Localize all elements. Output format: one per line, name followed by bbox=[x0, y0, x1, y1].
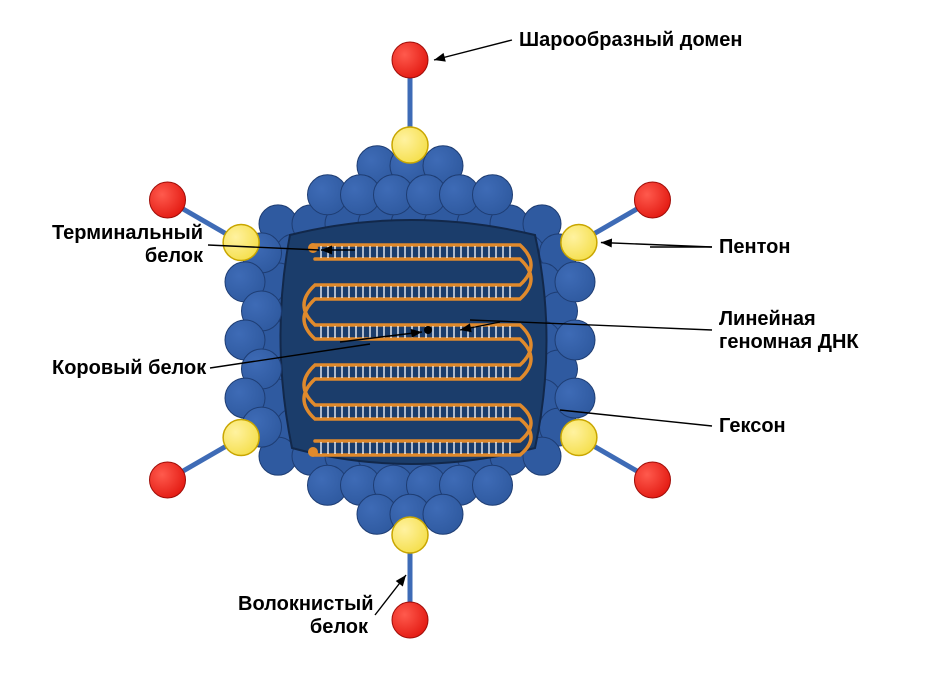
pointer-line bbox=[434, 40, 512, 60]
hexon bbox=[555, 262, 595, 302]
arrowhead-icon bbox=[396, 575, 406, 586]
core-protein-marker bbox=[424, 326, 432, 334]
label-knob: Шарообразный домен bbox=[519, 29, 742, 52]
label-core: Коровый белок bbox=[52, 357, 206, 380]
terminal-protein bbox=[308, 447, 318, 457]
label-penton: Пентон bbox=[719, 236, 790, 259]
knob bbox=[392, 602, 428, 638]
arrowhead-icon bbox=[601, 238, 612, 247]
terminal-protein bbox=[308, 243, 318, 253]
knob bbox=[150, 182, 186, 218]
hexon bbox=[423, 494, 463, 534]
hexon bbox=[555, 320, 595, 360]
penton bbox=[561, 420, 597, 456]
label-dna: Линейная геномная ДНК bbox=[719, 308, 859, 354]
label-fiber: Волокнистый белок bbox=[238, 593, 368, 639]
hexon bbox=[473, 175, 513, 215]
label-terminal: Терминальный белок bbox=[43, 222, 203, 268]
knob bbox=[392, 42, 428, 78]
knob bbox=[634, 462, 670, 498]
label-hexon: Гексон bbox=[719, 415, 786, 438]
penton bbox=[392, 517, 428, 553]
knob bbox=[634, 182, 670, 218]
penton bbox=[223, 225, 259, 261]
hexon bbox=[473, 465, 513, 505]
penton bbox=[223, 420, 259, 456]
arrowhead-icon bbox=[434, 53, 446, 62]
penton bbox=[392, 127, 428, 163]
knob bbox=[150, 462, 186, 498]
penton bbox=[561, 225, 597, 261]
